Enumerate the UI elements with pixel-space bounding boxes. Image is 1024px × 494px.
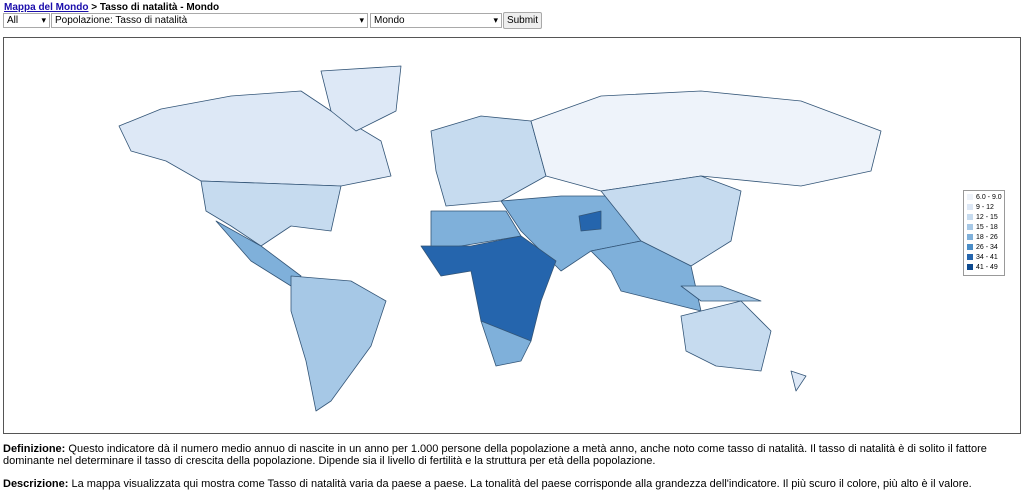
- region: [430, 210, 522, 252]
- legend-item: 34 - 41: [964, 253, 1004, 263]
- filter-select[interactable]: All: [3, 13, 50, 28]
- legend-label: 6.0 - 9.0: [976, 194, 1002, 201]
- legend-swatch: [967, 264, 973, 271]
- region: [200, 180, 342, 247]
- indicator-select[interactable]: Popolazione: Tasso di natalità: [51, 13, 368, 28]
- description-text: La mappa visualizzata qui mostra come Ta…: [68, 478, 972, 490]
- legend-label: 34 - 41: [976, 254, 998, 261]
- legend-label: 41 - 49: [976, 264, 998, 271]
- definition-text: Questo indicatore dà il numero medio ann…: [3, 443, 987, 467]
- legend-label: 15 - 18: [976, 224, 998, 231]
- legend: 6.0 - 9.0 9 - 12 12 - 15 15 - 18 18 - 26 26 -…: [963, 190, 1005, 276]
- legend-label: 18 - 26: [976, 234, 998, 241]
- legend-item: 26 - 34: [964, 243, 1004, 253]
- submit-button[interactable]: Submit: [503, 12, 542, 29]
- region: [578, 210, 602, 232]
- definition: Definizione: Questo indicatore dà il num…: [3, 443, 1018, 467]
- legend-item: 41 - 49: [964, 263, 1004, 273]
- legend-swatch: [967, 194, 973, 201]
- legend-item: 15 - 18: [964, 223, 1004, 233]
- legend-swatch: [967, 234, 973, 241]
- description-label: Descrizione:: [3, 478, 69, 490]
- region: [430, 115, 547, 207]
- legend-item: 12 - 15: [964, 213, 1004, 223]
- legend-swatch: [967, 214, 973, 221]
- region: [290, 275, 387, 412]
- legend-swatch: [967, 204, 973, 211]
- region: [680, 285, 762, 302]
- legend-swatch: [967, 224, 973, 231]
- world-map: [118, 65, 882, 412]
- region: [680, 300, 772, 372]
- legend-label: 12 - 15: [976, 214, 998, 221]
- region: [790, 370, 807, 392]
- breadcrumb: Mappa del Mondo > Tasso di natalità - Mo…: [4, 2, 219, 13]
- definition-label: Definizione:: [3, 443, 66, 455]
- region: [480, 320, 532, 367]
- legend-item: 6.0 - 9.0: [964, 193, 1004, 203]
- region: [590, 240, 702, 312]
- map-frame: [3, 37, 1021, 434]
- description: Descrizione: La mappa visualizzata qui m…: [3, 478, 1018, 490]
- region-select[interactable]: Mondo: [370, 13, 502, 28]
- legend-item: 9 - 12: [964, 203, 1004, 213]
- home-link[interactable]: Mappa del Mondo: [4, 2, 89, 13]
- region: [118, 90, 392, 187]
- region: [320, 65, 402, 132]
- legend-item: 18 - 26: [964, 233, 1004, 243]
- page-title: > Tasso di natalità - Mondo: [88, 2, 220, 13]
- legend-label: 9 - 12: [976, 204, 994, 211]
- region: [530, 90, 882, 192]
- legend-label: 26 - 34: [976, 244, 998, 251]
- legend-swatch: [967, 254, 973, 261]
- legend-swatch: [967, 244, 973, 251]
